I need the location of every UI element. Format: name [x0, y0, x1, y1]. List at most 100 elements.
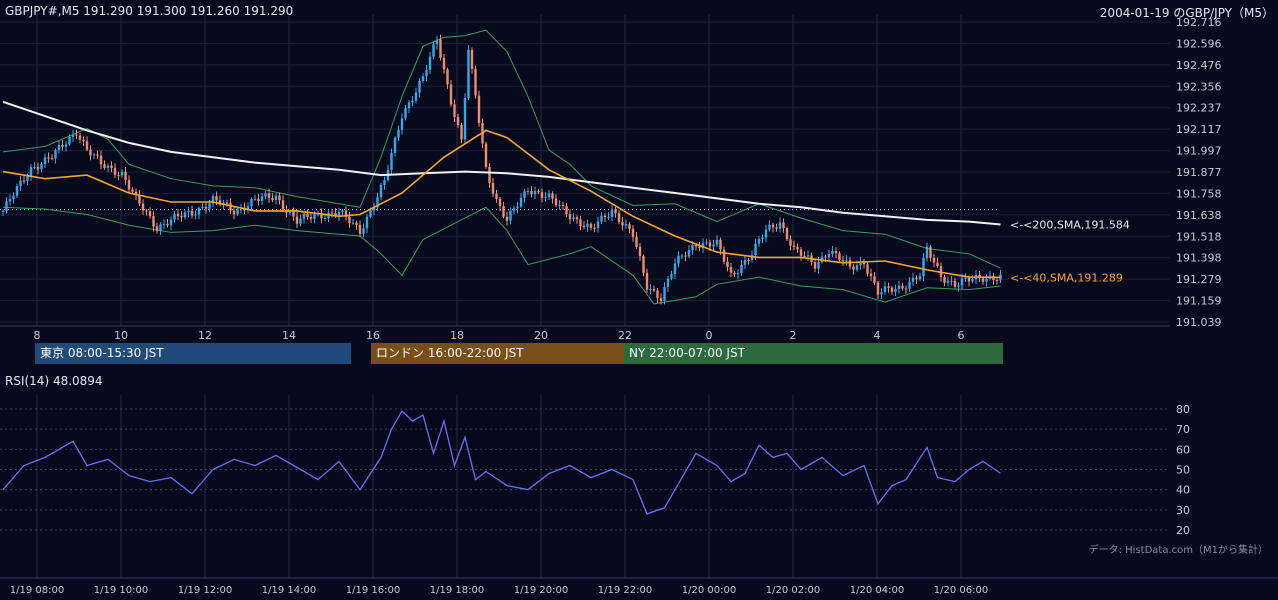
candle-body	[295, 216, 299, 224]
symbol-ohlc: GBPJPY#,M5 191.290 191.300 191.260 191.2…	[5, 4, 294, 18]
candle-body	[841, 260, 845, 262]
sma200-label: <-<200,SMA,191.584	[1010, 219, 1130, 232]
candle-body	[418, 80, 421, 93]
rsi-title: RSI(14) 48.0894	[5, 374, 103, 388]
candle-body	[957, 285, 960, 287]
candle-body	[890, 287, 894, 292]
candle-body	[631, 228, 635, 238]
candle-body	[369, 210, 372, 217]
candle-body	[911, 277, 915, 282]
candle-body	[250, 198, 253, 207]
candle-body	[904, 288, 908, 290]
candle-body	[61, 145, 64, 147]
candle-body	[831, 251, 834, 255]
candle-body	[211, 196, 215, 204]
candle-body	[495, 193, 498, 199]
candle-body	[138, 194, 141, 204]
candle-body	[253, 198, 257, 200]
candle-body	[764, 229, 768, 238]
price-tick-label: 191.877	[1176, 166, 1222, 179]
candle-body	[530, 191, 533, 195]
candle-body	[71, 134, 75, 137]
candle-body	[344, 210, 348, 217]
candle-body	[859, 261, 862, 266]
candle-body	[768, 224, 771, 230]
candle-body	[894, 288, 897, 292]
candle-body	[680, 255, 684, 257]
candle-body	[502, 206, 505, 217]
candle-body	[1, 210, 5, 212]
candle-body	[362, 228, 365, 234]
candle-body	[663, 287, 666, 301]
candle-body	[267, 193, 271, 198]
candle-body	[106, 165, 110, 168]
price-x-tick: 6	[958, 329, 965, 342]
candle-body	[512, 208, 516, 211]
price-tick-label: 192.117	[1176, 123, 1222, 136]
candle-body	[120, 171, 124, 176]
candle-body	[866, 264, 869, 274]
candle-body	[491, 182, 495, 194]
candle-body	[78, 135, 82, 140]
candle-body	[761, 237, 764, 239]
candle-body	[589, 223, 593, 228]
price-tick-label: 192.716	[1176, 16, 1222, 29]
candle-body	[932, 257, 936, 263]
candle-body	[96, 154, 99, 156]
candle-body	[274, 195, 278, 200]
candle-body	[855, 265, 859, 270]
candle-body	[873, 276, 876, 283]
candle-body	[180, 215, 183, 218]
candle-body	[190, 210, 194, 216]
candle-body	[99, 155, 103, 165]
candle-body	[719, 239, 722, 250]
candle-body	[299, 218, 302, 224]
candle-body	[271, 197, 274, 200]
candle-body	[215, 196, 218, 201]
candle-body	[376, 197, 379, 208]
price-x-tick: 0	[706, 329, 713, 342]
candle-body	[806, 255, 810, 257]
candle-body	[141, 203, 145, 211]
candle-body	[929, 246, 932, 258]
rsi-x-tick: 1/19 10:00	[94, 585, 148, 596]
price-tick-label: 192.356	[1176, 80, 1222, 93]
candle-body	[232, 210, 236, 215]
candle-body	[862, 261, 866, 265]
candle-body	[75, 134, 78, 136]
candle-body	[803, 255, 806, 257]
data-credit: データ: HistData.com（M1から集計）	[1088, 545, 1268, 556]
candle-body	[372, 207, 376, 211]
candle-body	[484, 143, 488, 167]
candle-body	[789, 239, 792, 246]
candle-body	[953, 280, 957, 287]
candle-body	[474, 68, 477, 96]
candle-body	[467, 49, 470, 98]
candle-body	[516, 206, 519, 209]
candle-body	[708, 242, 712, 247]
candle-body	[453, 104, 456, 118]
candle-body	[264, 193, 267, 197]
rsi-tick-label: 70	[1176, 423, 1190, 436]
candle-body	[656, 290, 659, 299]
candle-body	[229, 203, 232, 211]
candle-body	[796, 246, 799, 250]
candle-body	[439, 39, 442, 58]
candles	[1, 34, 1002, 305]
candle-body	[183, 212, 187, 218]
candle-body	[323, 218, 327, 220]
candle-body	[400, 118, 404, 130]
candle-body	[705, 242, 708, 244]
candle-body	[551, 193, 554, 199]
candle-body	[257, 198, 260, 202]
candle-body	[757, 238, 761, 244]
candle-body	[610, 209, 614, 217]
candle-body	[642, 256, 645, 273]
rsi-x-tick: 1/19 22:00	[598, 585, 652, 596]
candle-body	[743, 259, 747, 265]
candle-body	[950, 280, 953, 282]
candle-body	[110, 165, 113, 169]
candle-body	[813, 261, 817, 269]
candle-body	[337, 211, 341, 216]
candle-body	[334, 212, 337, 216]
